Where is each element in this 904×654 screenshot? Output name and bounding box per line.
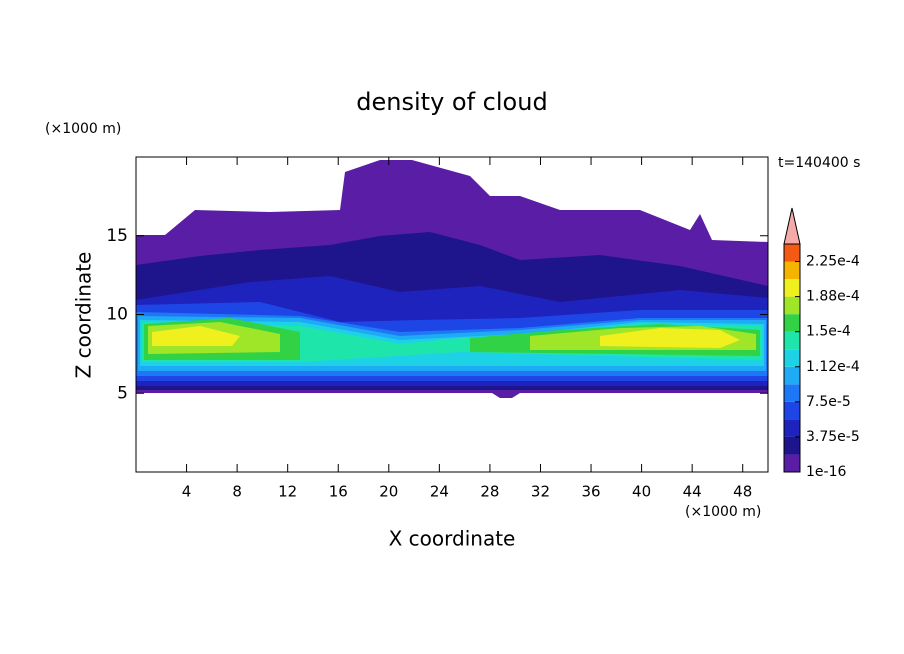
colorbar-band [784,384,800,402]
x-tick-label: 4 [182,483,192,501]
colorbar-tick-label: 1.5e-4 [806,324,851,340]
y-unit: (×1000 m) [45,121,121,137]
colorbar-band [784,296,800,315]
x-tick-label: 36 [581,483,600,501]
colorbar-extension [783,207,801,245]
colorbar-band [784,436,800,455]
y-tick-label: 15 [106,226,128,246]
y-tick-label: 10 [106,305,128,325]
x-tick-label: 40 [632,483,651,501]
colorbar-band [784,419,800,437]
colorbar-tick-label: 1.88e-4 [806,289,860,305]
colorbar-band [784,261,800,280]
colorbar-frame [783,243,801,473]
contour-field [136,160,768,398]
x-tick-label: 16 [329,483,348,501]
x-tick-label: 12 [278,483,297,501]
colorbar-tick-label: 7.5e-5 [806,394,851,410]
x-tick-label: 44 [683,483,702,501]
colorbar-tick-label: 3.75e-5 [806,429,860,445]
chart-title: density of cloud [356,88,547,116]
colorbar-tick-label: 2.25e-4 [806,254,860,270]
colorbar-band [784,349,800,367]
colorbar-tick-label: 1.12e-4 [806,359,860,375]
x-tick-label: 48 [733,483,752,501]
x-tick-label: 8 [232,483,242,501]
x-tick-label: 28 [480,483,499,501]
x-tick-label: 20 [379,483,398,501]
colorbar-band [784,366,800,385]
colorbar-band [784,244,800,262]
colorbar-band [784,279,800,297]
colorbar-band [784,401,800,420]
colorbar-tick-label: 1e-16 [806,464,846,480]
y-tick-label: 5 [117,383,128,403]
colorbar-band [784,331,800,350]
x-unit: (×1000 m) [685,504,761,520]
colorbar-band [784,314,800,332]
x-axis-label: X coordinate [389,527,516,551]
time-label: t=140400 s [778,155,860,171]
contour-band [152,326,740,348]
colorbar-band [784,454,800,472]
y-axis-label: Z coordinate [72,252,96,379]
x-tick-label: 32 [531,483,550,501]
x-tick-label: 24 [430,483,449,501]
